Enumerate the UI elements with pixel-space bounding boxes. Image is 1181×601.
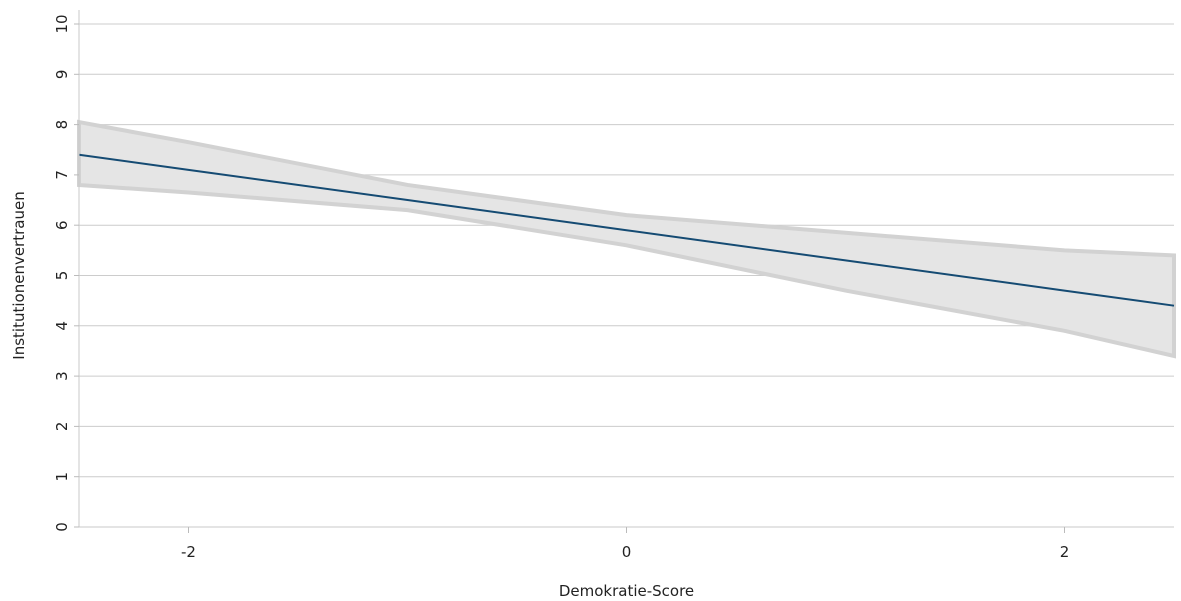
series-line-group bbox=[78, 153, 1175, 307]
y-tick-label-5: 5 bbox=[53, 271, 71, 281]
x-axis-title: Demokratie-Score bbox=[559, 582, 694, 600]
x-tick-label-0: 0 bbox=[622, 543, 632, 561]
y-tick-label-2: 2 bbox=[53, 422, 71, 432]
y-tick-label-6: 6 bbox=[53, 220, 71, 230]
y-tick-label-3: 3 bbox=[53, 371, 71, 381]
y-tick-label-4: 4 bbox=[53, 321, 71, 331]
y-tick-label-0: 0 bbox=[53, 522, 71, 532]
x-tick-label-2: 2 bbox=[1060, 543, 1070, 561]
y-tick-label-10: 10 bbox=[53, 14, 71, 33]
confidence-band-group bbox=[77, 119, 1176, 359]
x-tick-labels: -2 0 2 bbox=[181, 527, 1069, 561]
x-tick-label--2: -2 bbox=[181, 543, 196, 561]
y-tick-labels: 0 1 2 3 4 5 6 7 8 9 10 bbox=[53, 14, 79, 532]
series-line bbox=[78, 153, 1175, 307]
y-axis-title: Institutionenvertrauen bbox=[10, 191, 28, 359]
y-tick-label-1: 1 bbox=[53, 472, 71, 482]
y-tick-label-8: 8 bbox=[53, 120, 71, 130]
y-tick-label-9: 9 bbox=[53, 70, 71, 80]
y-tick-label-7: 7 bbox=[53, 170, 71, 180]
confidence-band bbox=[77, 119, 1176, 359]
